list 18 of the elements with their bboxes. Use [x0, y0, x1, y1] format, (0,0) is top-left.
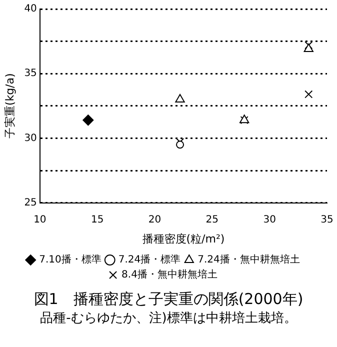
x-tick-label: 35: [320, 214, 334, 226]
x-tick-label: 15: [90, 214, 104, 226]
legend-label: 7.24播・無中耕無培土: [198, 254, 300, 266]
legend-label: 7.24播・標準: [118, 254, 181, 266]
text: 図1 播種密度と子実重の関係(2000年): [32, 290, 304, 309]
x-tick-label: 10: [34, 214, 46, 226]
text: 品種-むらゆたか、注)標準は中耕培土栽培。: [39, 310, 298, 327]
legend-label: 7.10播・標準: [39, 254, 102, 266]
y-tick-label: 30: [24, 132, 37, 144]
y-tick-label: 25: [24, 197, 37, 208]
legend-label: 8.4播・無中耕無培土: [122, 268, 218, 281]
x-tick-label: 20: [148, 214, 162, 226]
y-tick-label: 35: [24, 68, 37, 80]
y-tick-label: 40: [24, 4, 37, 15]
x-axis-title: 播種密度(粒/m²): [142, 232, 225, 246]
x-tick-label: 25: [206, 214, 219, 226]
x-tick-label: 30: [263, 214, 276, 226]
y-axis-title: 子実重(kg/a): [3, 73, 16, 139]
